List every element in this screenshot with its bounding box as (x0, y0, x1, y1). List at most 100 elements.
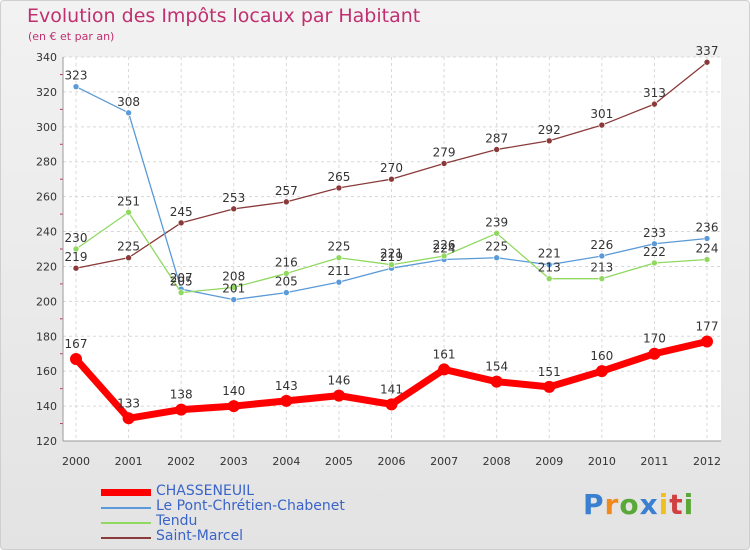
data-point (280, 394, 293, 407)
data-label: 208 (222, 269, 245, 283)
chart-subtitle: (en € et par an) (28, 30, 115, 43)
data-point (70, 352, 82, 365)
x-tick-label: 2001 (115, 455, 143, 468)
data-point (125, 209, 132, 216)
data-label: 222 (643, 245, 666, 259)
data-point (335, 278, 343, 286)
logo-letter: i (658, 488, 670, 521)
data-label: 207 (170, 271, 193, 285)
legend-label: Tendu (156, 513, 198, 529)
data-label: 219 (380, 250, 403, 264)
data-label: 216 (275, 255, 298, 269)
data-point (703, 58, 711, 66)
x-tick-label: 2007 (430, 455, 458, 468)
logo-letter: x (639, 488, 659, 521)
data-point (651, 100, 658, 108)
data-point (493, 254, 500, 262)
data-label: 221 (380, 247, 403, 261)
y-tick-label: 240 (36, 226, 57, 239)
legend-label: Saint-Marcel (156, 528, 244, 544)
data-label: 211 (327, 264, 350, 278)
data-label: 245 (170, 205, 193, 219)
data-point (648, 347, 661, 360)
data-point (335, 254, 343, 262)
data-point (493, 146, 500, 153)
proxiti-logo: Proxiti (583, 488, 694, 521)
data-point (332, 389, 345, 402)
x-tick-label: 2010 (588, 455, 616, 468)
y-tick-label: 260 (36, 191, 57, 204)
data-point (651, 259, 658, 267)
x-tick-label: 2008 (483, 455, 511, 468)
data-point (438, 363, 451, 376)
y-tick-label: 340 (36, 51, 57, 64)
chart-title: Evolution des Impôts locaux par Habitant (27, 5, 421, 27)
data-label: 143 (275, 379, 298, 393)
legend-swatch (101, 489, 151, 496)
data-label: 323 (65, 69, 88, 83)
legend-label: CHASSENEUIL (156, 483, 254, 499)
data-point (283, 289, 290, 296)
data-point (545, 261, 553, 269)
data-label: 251 (117, 194, 140, 208)
y-tick-label: 280 (36, 156, 57, 169)
y-tick-label: 300 (36, 121, 57, 134)
data-label: 230 (65, 231, 88, 245)
logo-letter: t (669, 488, 684, 521)
data-point (598, 275, 606, 282)
logo-letter: i (683, 488, 695, 521)
x-tick-label: 2004 (272, 455, 300, 468)
data-point (490, 375, 503, 388)
data-point (175, 403, 188, 416)
data-label: 205 (170, 275, 193, 289)
data-point (125, 109, 132, 117)
data-label: 257 (275, 184, 298, 198)
y-tick-label: 180 (36, 330, 57, 343)
data-point (598, 121, 606, 129)
data-point (388, 175, 395, 183)
data-label: 287 (485, 132, 508, 146)
data-point (440, 252, 448, 260)
data-point (72, 83, 80, 90)
legend-label: Le Pont-Chrétien-Chabenet (156, 498, 345, 514)
data-label: 133 (117, 396, 140, 410)
data-label: 224 (696, 241, 719, 255)
data-point (651, 240, 658, 248)
data-label: 167 (65, 337, 88, 351)
data-label: 151 (538, 365, 561, 379)
data-point (177, 289, 185, 296)
data-label: 233 (643, 226, 666, 240)
x-tick-label: 2009 (535, 455, 563, 468)
x-tick-label: 2011 (640, 455, 668, 468)
data-label: 170 (643, 332, 666, 346)
data-label: 219 (65, 250, 88, 264)
x-tick-label: 2006 (378, 455, 406, 468)
data-label: 253 (222, 191, 245, 205)
x-tick-label: 2000 (62, 455, 90, 468)
data-point (125, 254, 132, 262)
data-label: 213 (590, 261, 613, 275)
y-tick-label: 140 (36, 400, 57, 413)
legend-swatch (101, 522, 151, 524)
logo-letter: o (619, 488, 640, 521)
data-point (335, 184, 343, 192)
data-point (122, 412, 135, 425)
x-tick-label: 2005 (325, 455, 353, 468)
data-label: 141 (380, 382, 403, 396)
y-tick-label: 120 (36, 435, 57, 448)
data-label: 201 (222, 282, 245, 296)
data-label: 154 (485, 360, 508, 374)
data-point (283, 270, 290, 277)
data-point (545, 137, 553, 145)
logo-letter: r (604, 488, 620, 521)
legend-swatch (101, 537, 151, 539)
data-label: 292 (538, 123, 561, 137)
data-label: 226 (590, 238, 613, 252)
data-point (230, 284, 238, 291)
data-point (703, 235, 711, 242)
data-label: 301 (590, 107, 613, 121)
data-label: 224 (433, 241, 456, 255)
data-label: 177 (696, 320, 719, 334)
